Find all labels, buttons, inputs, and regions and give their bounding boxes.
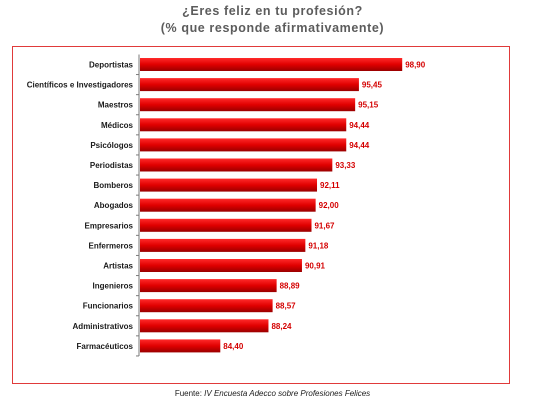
bar	[140, 98, 356, 112]
value-label: 90,91	[305, 262, 326, 271]
value-label: 98,90	[405, 61, 426, 70]
category-label: Artistas	[103, 262, 133, 271]
category-label: Psicólogos	[90, 141, 133, 150]
value-label: 94,44	[349, 121, 370, 130]
bar	[140, 279, 277, 293]
value-label: 88,57	[276, 302, 297, 311]
category-label: Enfermeros	[89, 241, 134, 250]
value-label: 91,67	[314, 221, 335, 230]
source-text: IV Encuesta Adecco sobre Profesiones Fel…	[204, 389, 371, 398]
bar	[140, 259, 302, 272]
category-label: Periodistas	[90, 161, 134, 170]
category-label: Farmacéuticos	[77, 342, 134, 351]
category-label: Maestros	[98, 101, 134, 110]
value-label: 95,45	[362, 81, 383, 90]
value-label: 84,40	[223, 342, 244, 351]
value-label: 91,18	[308, 241, 329, 250]
value-label: 88,89	[280, 282, 301, 291]
category-label: Deportistas	[89, 61, 134, 70]
category-label: Administrativos	[73, 322, 134, 331]
category-label: Empresarios	[85, 221, 134, 230]
chart-subtitle: (% que responde afirmativamente)	[160, 21, 385, 35]
value-label: 93,33	[335, 161, 356, 170]
category-label: Bomberos	[93, 181, 133, 190]
bar	[140, 319, 269, 333]
bar	[140, 198, 316, 212]
bar	[140, 218, 312, 232]
category-label: Médicos	[101, 121, 134, 130]
bar	[140, 299, 273, 313]
source-prefix: Fuente:	[174, 389, 205, 398]
chart-frame	[12, 46, 510, 384]
bar	[140, 158, 333, 172]
bar	[140, 138, 347, 152]
value-label: 92,11	[320, 181, 340, 190]
chart-title: ¿Eres feliz en tu profesión?	[182, 4, 363, 18]
bar	[140, 339, 221, 353]
bar	[140, 118, 347, 132]
category-label: Abogados	[94, 201, 134, 210]
value-label: 88,24	[271, 322, 292, 331]
value-label: 92,00	[319, 201, 340, 210]
value-label: 95,15	[358, 101, 379, 110]
category-label: Funcionarios	[83, 302, 134, 311]
value-label: 94,44	[349, 141, 370, 150]
source-note: Fuente: IV Encuesta Adecco sobre Profesi…	[0, 389, 545, 398]
bar	[140, 78, 359, 92]
category-label: Científicos e Investigadores	[27, 81, 134, 90]
category-label: Ingenieros	[93, 282, 134, 291]
bar	[140, 238, 306, 252]
bar	[140, 58, 403, 71]
bar	[140, 178, 318, 192]
